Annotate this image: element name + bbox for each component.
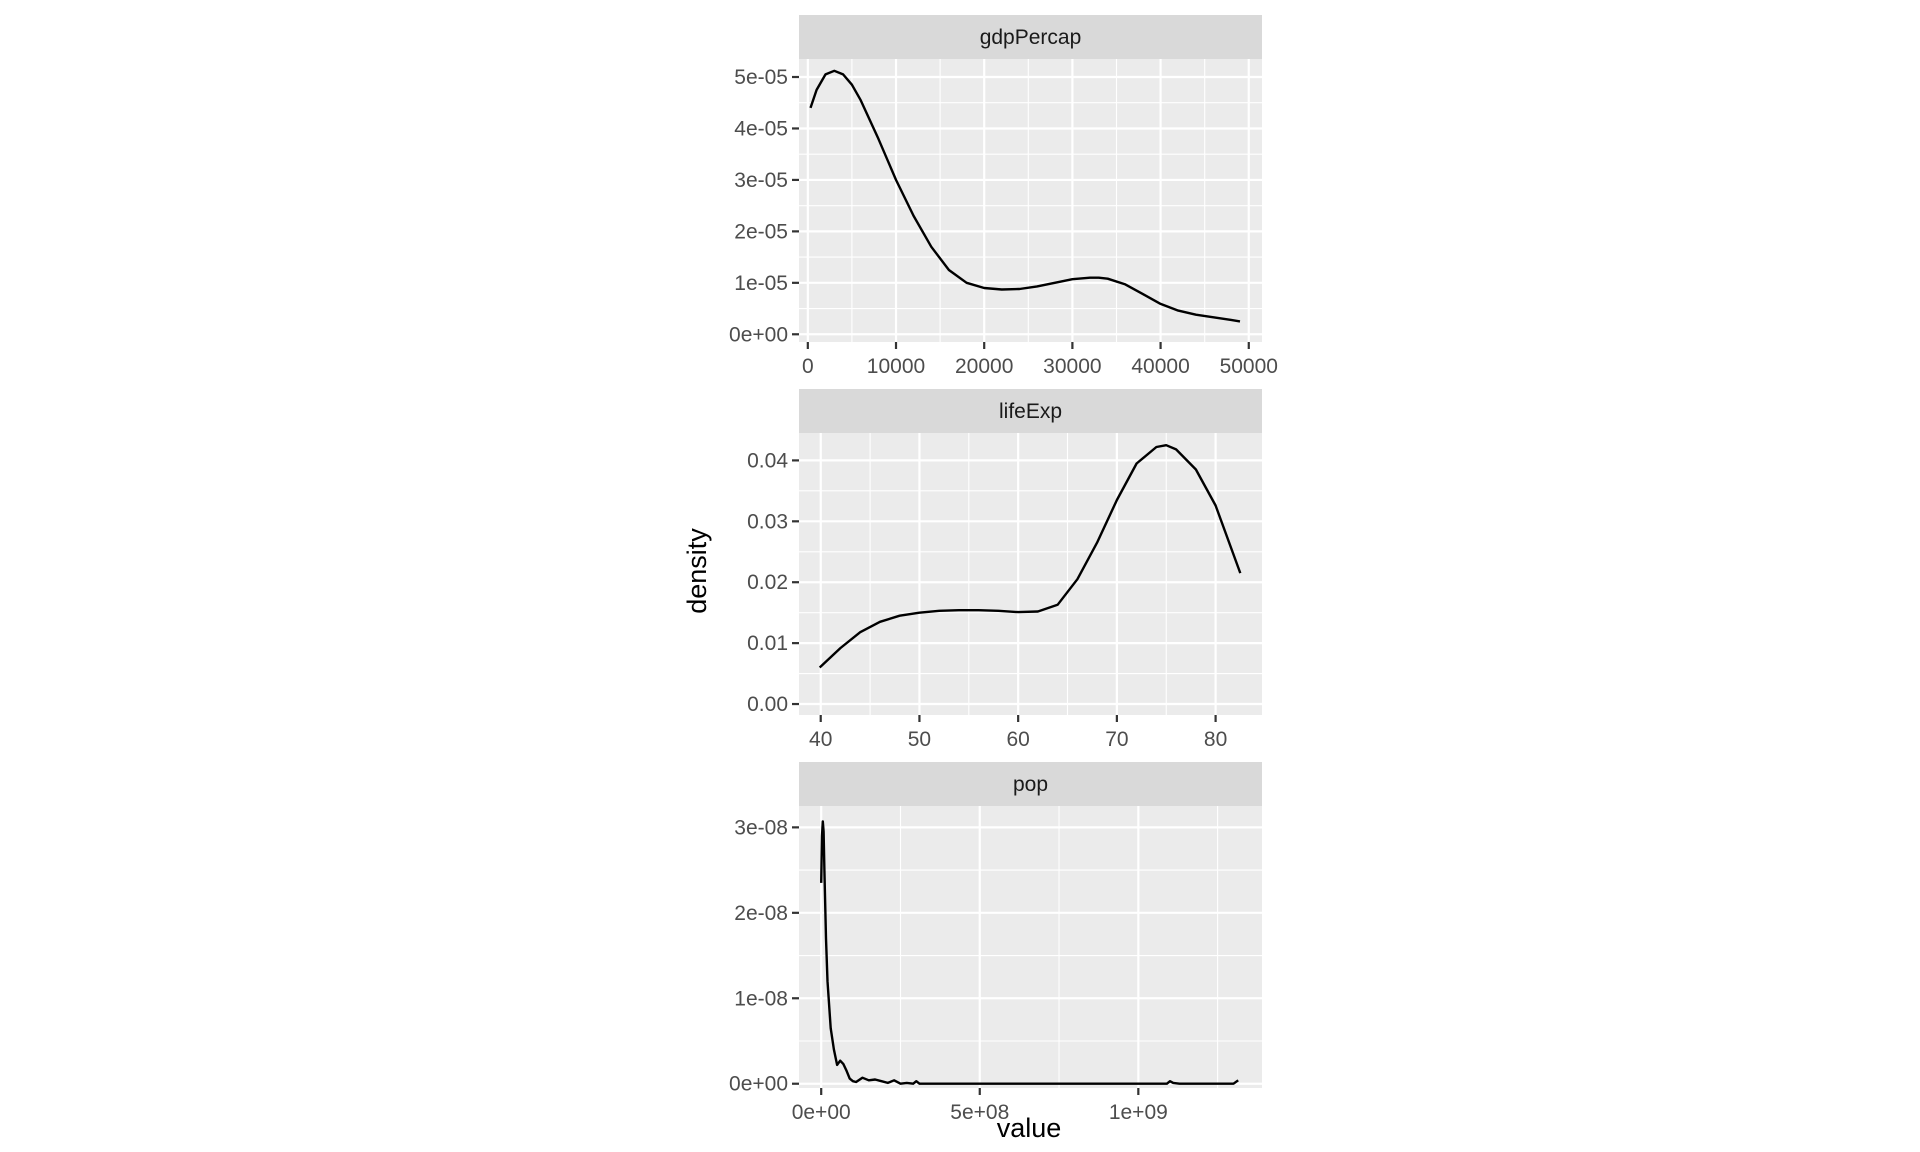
y-tick-label: 0.00 [747, 693, 788, 716]
facet-strip [799, 15, 1262, 59]
x-axis-title: value [997, 1113, 1062, 1143]
panel-background [799, 433, 1262, 715]
y-tick-label: 0e+00 [729, 1073, 788, 1096]
y-axis-title: density [682, 528, 712, 614]
gridlines [799, 59, 1262, 342]
y-tick-label: 1e-05 [734, 272, 788, 295]
facet-strip-label: gdpPercap [980, 26, 1082, 49]
x-tick-label: 10000 [867, 355, 925, 378]
x-tick-label: 40000 [1131, 355, 1189, 378]
facet-lifeExp: lifeExp 0.00 0.01 0.02 0.03 0.04 40 50 60 70 80 [747, 389, 1262, 751]
x-tick-label: 5e+08 [950, 1101, 1009, 1124]
panel-background [799, 806, 1262, 1088]
x-tick-label: 80 [1204, 728, 1227, 751]
x-tick-label: 20000 [955, 355, 1013, 378]
y-tick-label: 3e-08 [734, 816, 788, 839]
y-tick-label: 0e+00 [729, 323, 788, 346]
facet-gdpPercap: gdpPercap 0e+00 1e-05 2e-05 3e-05 4e-05 5e-05 0… [729, 15, 1278, 378]
x-tick-label: 50000 [1220, 355, 1278, 378]
density-line-gdpPercap [809, 69, 1241, 323]
x-tick-label: 40 [809, 728, 832, 751]
x-tick-label: 70 [1105, 728, 1128, 751]
x-tick-label: 50 [908, 728, 931, 751]
y-tick-label: 3e-05 [734, 169, 788, 192]
y-tick-label: 0.03 [747, 510, 788, 533]
facet-strip-label: lifeExp [999, 400, 1062, 423]
y-tick-label: 0.04 [747, 449, 788, 472]
x-tick-label: 30000 [1043, 355, 1101, 378]
y-tick-label: 4e-05 [734, 117, 788, 140]
y-tick-label: 0.01 [747, 632, 788, 655]
panel-background [799, 59, 1262, 342]
facet-strip [799, 389, 1262, 433]
x-tick-label: 1e+09 [1109, 1101, 1168, 1124]
facet-strip-label: pop [1013, 773, 1048, 796]
y-tick-label: 2e-05 [734, 220, 788, 243]
y-tick-label: 0.02 [747, 571, 788, 594]
facet-strip [799, 762, 1262, 806]
facet-pop: pop 0e+00 1e-08 2e-08 3e-08 0e+00 5e+08 1e+09 [729, 762, 1262, 1124]
x-tick-label: 0 [802, 355, 814, 378]
density-line-lifeExp [818, 444, 1242, 669]
y-tick-label: 2e-08 [734, 902, 788, 925]
gridlines [799, 433, 1262, 715]
density-line-pop [820, 820, 1239, 1085]
x-tick-label: 60 [1006, 728, 1029, 751]
y-tick-label: 5e-05 [734, 66, 788, 89]
y-tick-label: 1e-08 [734, 987, 788, 1010]
x-tick-label: 0e+00 [792, 1101, 851, 1124]
